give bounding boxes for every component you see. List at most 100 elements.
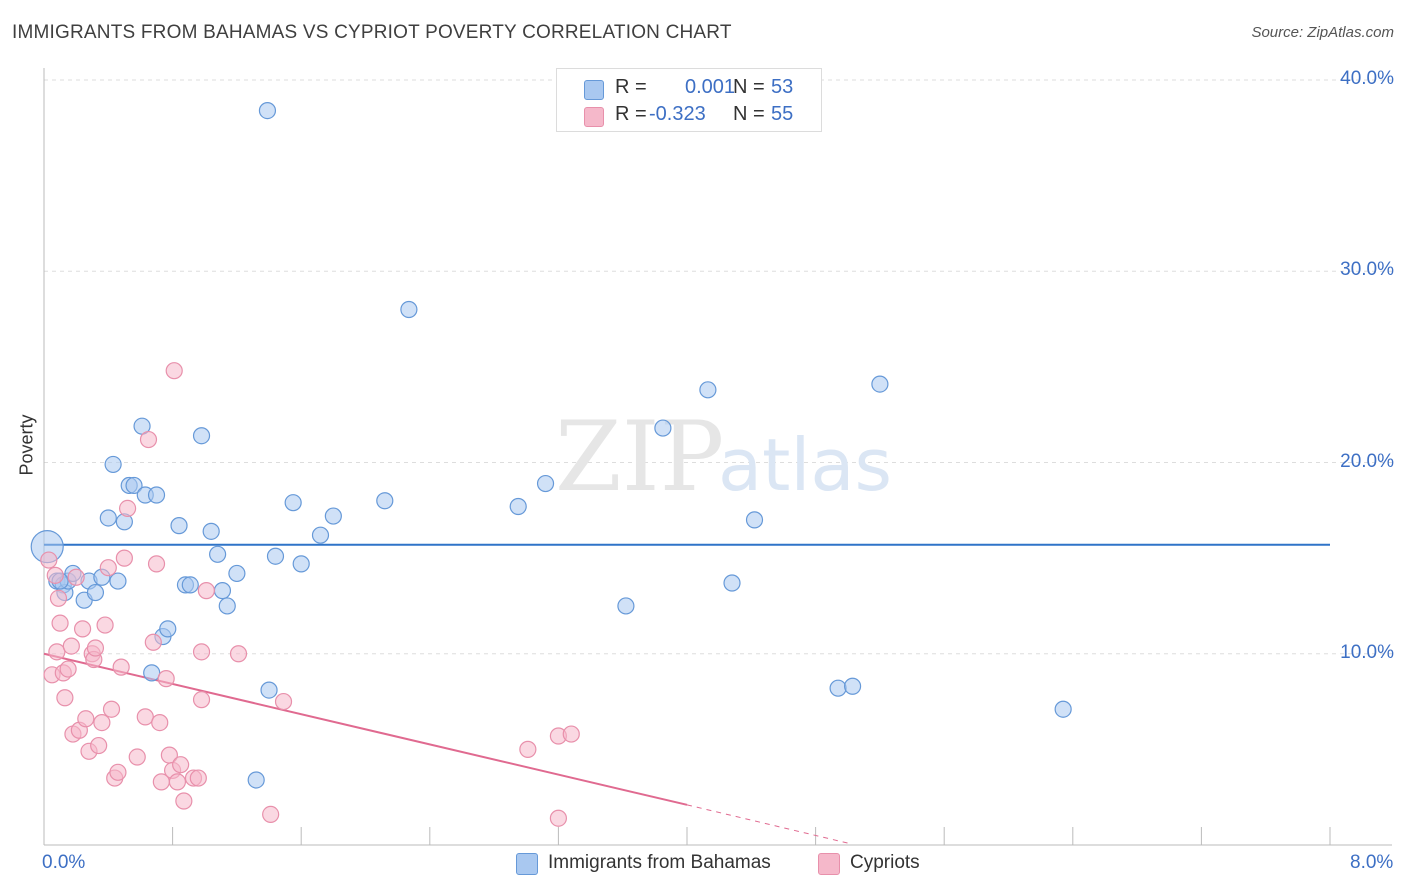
point-bahamas	[143, 664, 161, 682]
point-cypriots	[172, 756, 190, 774]
point-bahamas	[147, 486, 166, 504]
point-cypriots	[189, 769, 207, 787]
point-cypriots	[109, 763, 127, 781]
point-cypriots	[40, 551, 58, 569]
point-bahamas	[99, 509, 117, 527]
point-bahamas	[843, 677, 862, 695]
x-tick-max: 8.0%	[1350, 852, 1394, 873]
point-cypriots	[115, 549, 133, 567]
point-cypriots	[56, 689, 74, 707]
point-cypriots	[197, 582, 215, 600]
point-bahamas	[86, 583, 105, 602]
y-tick-label: 10.0%	[1340, 641, 1394, 663]
point-cypriots	[73, 620, 92, 638]
y-tick-label: 20.0%	[1340, 450, 1394, 472]
legend-swatch-blue	[584, 80, 604, 100]
point-cypriots	[136, 708, 154, 726]
point-cypriots	[90, 736, 108, 755]
point-bahamas	[723, 574, 741, 592]
point-bahamas	[260, 681, 278, 699]
legend-n-label: N =	[733, 103, 765, 125]
trendlines	[43, 543, 1330, 844]
point-cypriots	[93, 713, 111, 732]
point-bahamas	[109, 572, 127, 590]
point-cypriots	[51, 614, 69, 632]
point-bahamas	[159, 620, 177, 638]
legend-label-cypriots: Cypriots	[850, 852, 920, 873]
y-tick-label: 30.0%	[1340, 259, 1394, 281]
point-cypriots	[49, 589, 68, 607]
axes	[43, 68, 1392, 846]
legend-swatch-blue	[516, 853, 538, 875]
legend-n-value: 53	[771, 76, 794, 98]
point-bahamas	[284, 494, 302, 512]
point-cypriots	[229, 645, 248, 663]
point-cypriots	[99, 559, 117, 577]
legend-r-value: -0.323	[649, 103, 706, 125]
point-bahamas	[292, 555, 310, 573]
point-bahamas	[311, 526, 330, 544]
point-cypriots	[157, 670, 175, 688]
point-bahamas	[617, 597, 635, 615]
point-bahamas	[192, 427, 211, 445]
point-cypriots	[77, 710, 95, 728]
point-bahamas	[699, 381, 717, 399]
point-cypriots	[46, 566, 64, 584]
point-cypriots	[192, 691, 211, 709]
point-cypriots	[274, 692, 293, 711]
legend-n-value: 55	[771, 103, 794, 125]
point-bahamas	[202, 522, 220, 540]
legend-swatch-pink	[584, 107, 604, 127]
legend-swatch-pink	[818, 853, 840, 875]
legend-r-label: R =	[615, 103, 647, 125]
source-label: Source: ZipAtlas.com	[1251, 24, 1394, 41]
point-bahamas	[266, 547, 285, 565]
point-bahamas	[228, 564, 246, 583]
point-bahamas	[213, 582, 232, 600]
point-bahamas	[509, 497, 527, 516]
point-cypriots	[192, 643, 211, 661]
point-bahamas	[829, 679, 847, 697]
point-cypriots	[139, 430, 158, 449]
gridlines	[44, 79, 1392, 655]
point-cypriots	[67, 568, 85, 586]
trendline-cypriots-extension	[686, 804, 848, 844]
point-bahamas	[654, 419, 672, 437]
point-cypriots	[48, 643, 66, 661]
legend-row-blue: R = 0.001 N = 53	[557, 73, 821, 101]
legend-r-label: R =	[615, 76, 647, 98]
legend-n-label: N =	[733, 76, 765, 98]
point-bahamas	[536, 474, 555, 493]
point-bahamas	[324, 507, 342, 525]
point-bahamas	[258, 101, 277, 120]
chart-title: IMMIGRANTS FROM BAHAMAS VS CYPRIOT POVER…	[12, 22, 732, 43]
y-tick-label: 40.0%	[1340, 68, 1394, 89]
point-cypriots	[128, 748, 146, 766]
point-cypriots	[562, 725, 580, 743]
point-cypriots	[519, 740, 537, 758]
legend-r-value: 0.001	[685, 76, 736, 98]
point-cypriots	[165, 362, 183, 380]
point-bahamas	[400, 300, 418, 319]
data-points	[30, 101, 1072, 827]
point-cypriots	[144, 633, 162, 651]
point-cypriots	[112, 658, 130, 676]
point-cypriots	[96, 616, 114, 634]
point-cypriots	[62, 637, 80, 655]
point-cypriots	[168, 773, 187, 791]
point-bahamas	[376, 492, 394, 510]
watermark-atlas: atlas	[718, 423, 892, 507]
point-cypriots	[262, 805, 280, 824]
point-bahamas	[170, 517, 188, 535]
legend-label-bahamas: Immigrants from Bahamas	[548, 852, 771, 873]
point-cypriots	[175, 792, 193, 810]
point-bahamas	[209, 545, 227, 563]
point-bahamas	[181, 576, 199, 594]
point-bahamas	[125, 476, 143, 495]
legend-row-pink: R = -0.323 N = 55	[557, 100, 821, 128]
watermark-zip: ZIP	[555, 401, 724, 513]
point-bahamas	[1054, 700, 1072, 718]
point-cypriots	[102, 700, 121, 718]
